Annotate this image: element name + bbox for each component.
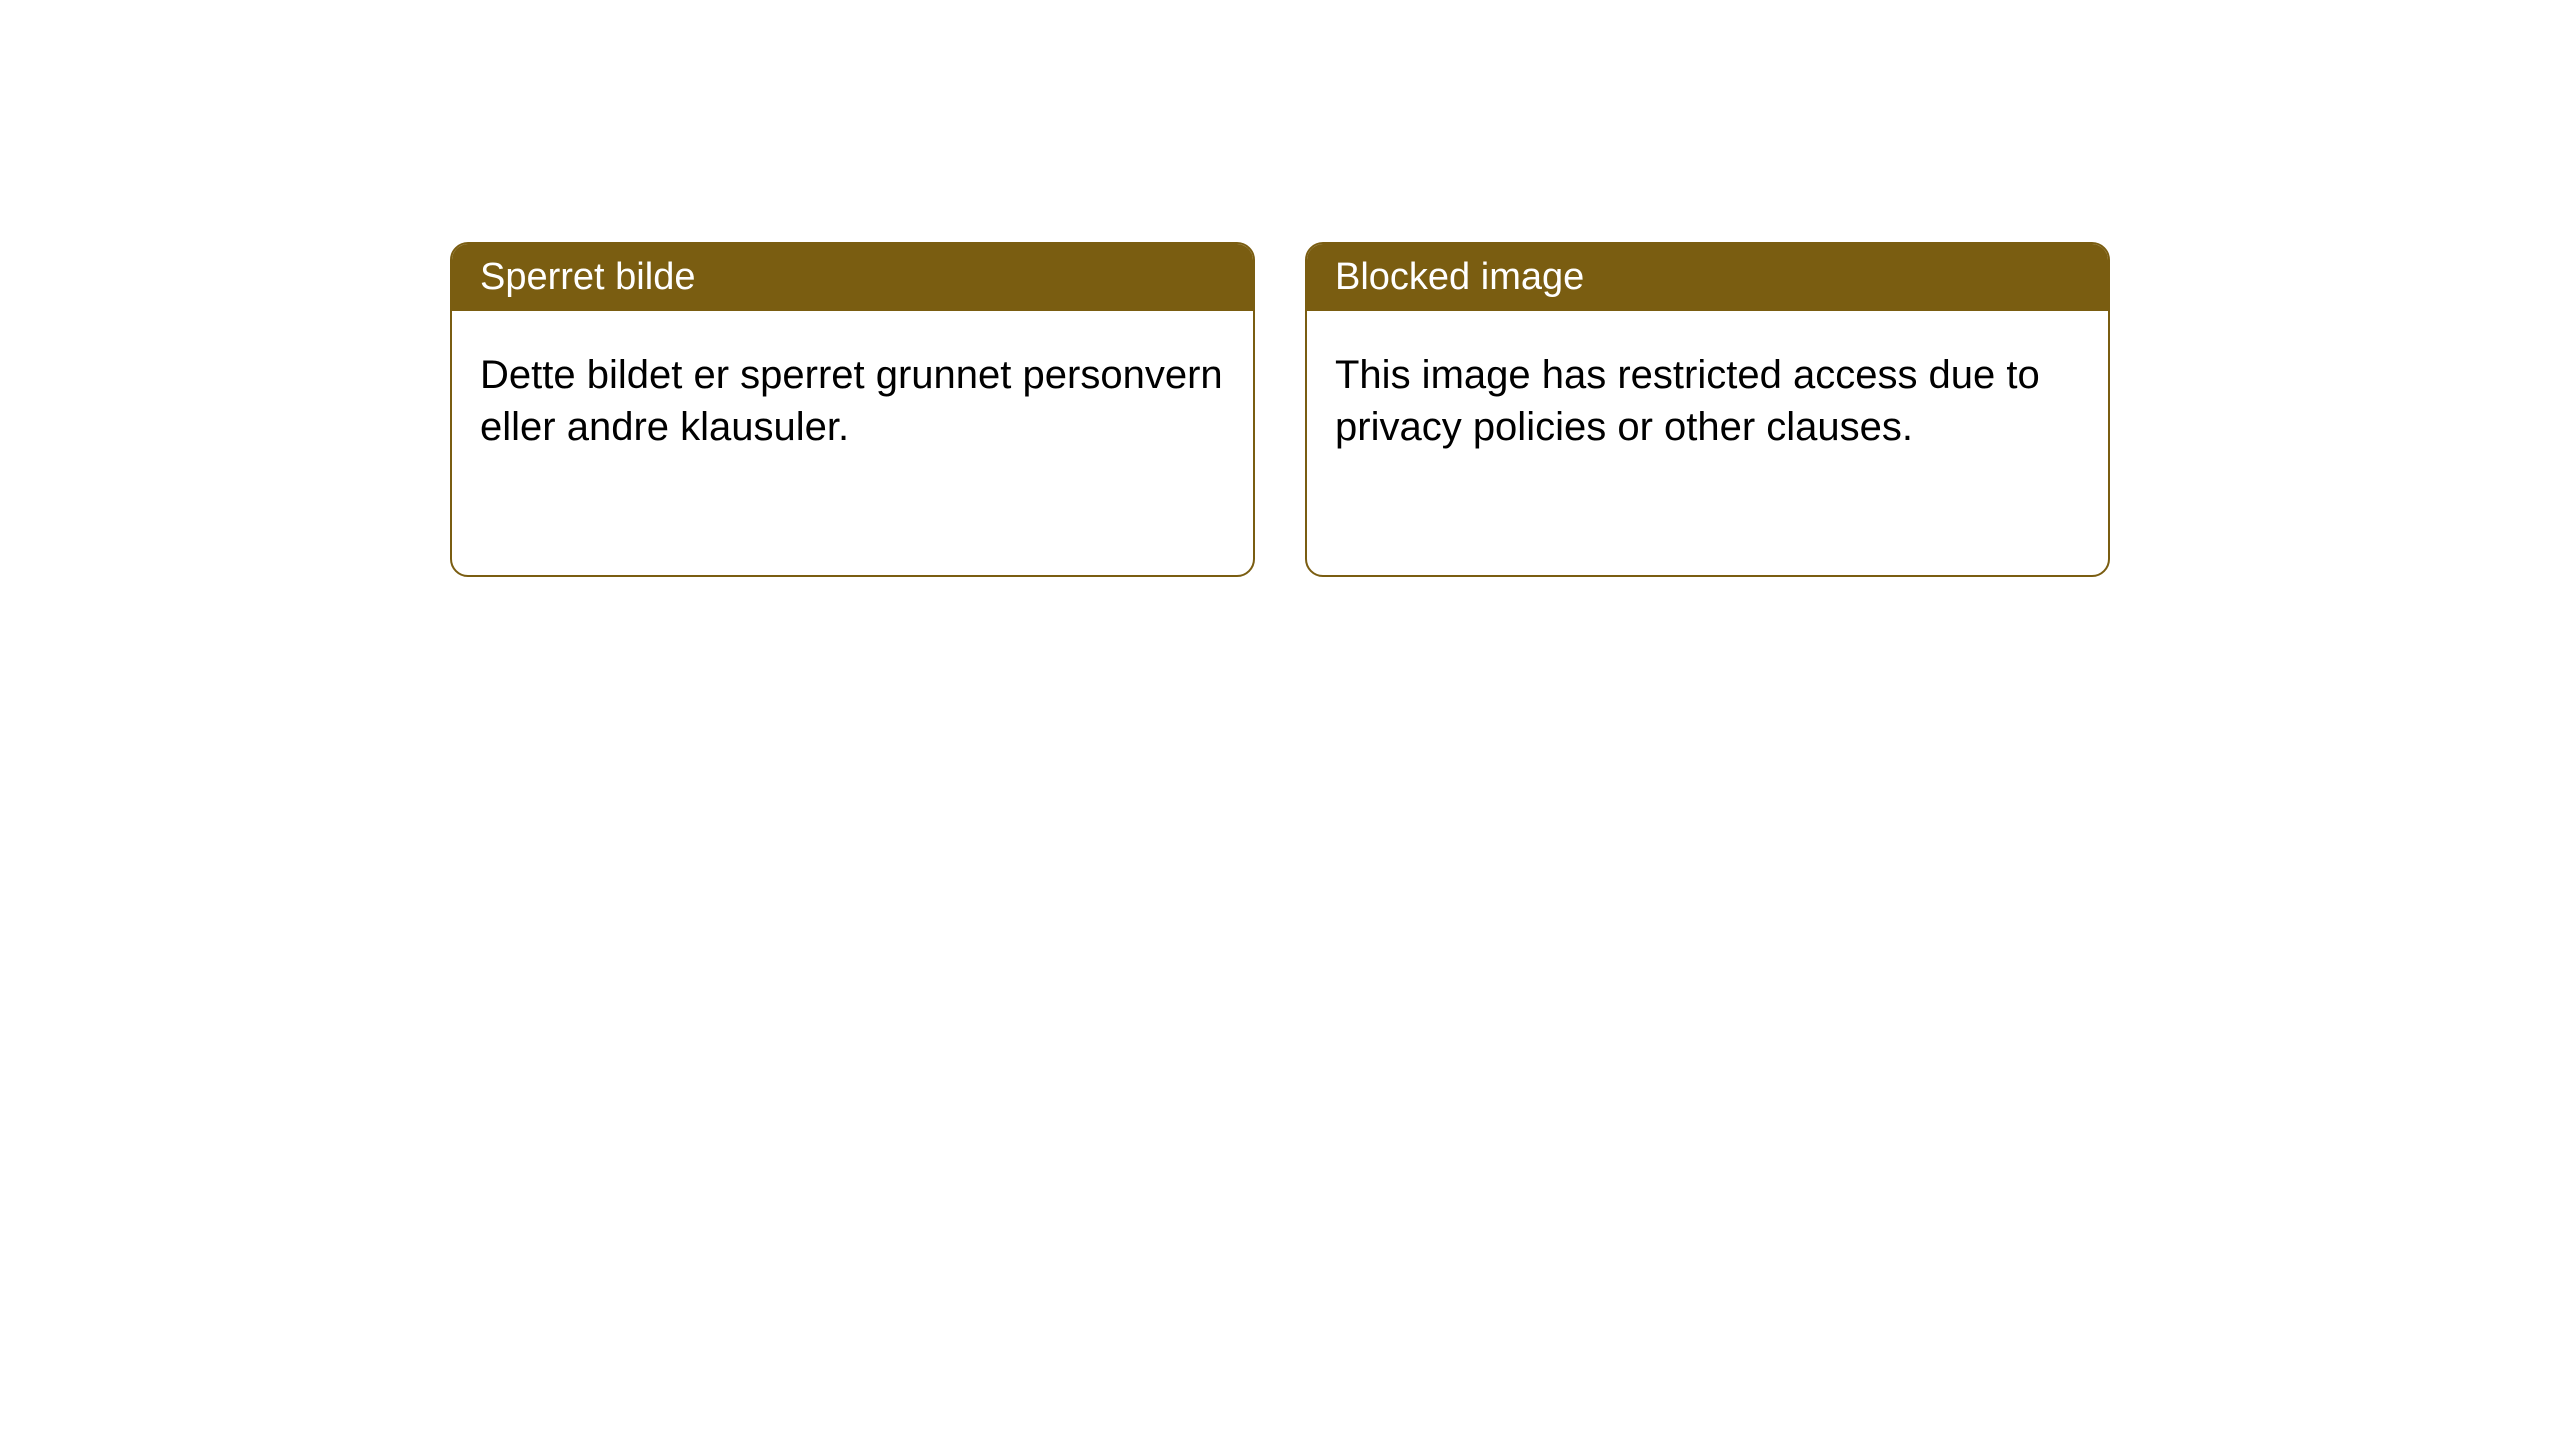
notice-card-norwegian: Sperret bilde Dette bildet er sperret gr…	[450, 242, 1255, 577]
notice-body-norwegian: Dette bildet er sperret grunnet personve…	[452, 311, 1253, 491]
notice-header-english: Blocked image	[1307, 244, 2108, 311]
notice-body-english: This image has restricted access due to …	[1307, 311, 2108, 491]
notice-title-norwegian: Sperret bilde	[480, 256, 695, 298]
notice-header-norwegian: Sperret bilde	[452, 244, 1253, 311]
notice-text-norwegian: Dette bildet er sperret grunnet personve…	[480, 353, 1223, 449]
notice-card-english: Blocked image This image has restricted …	[1305, 242, 2110, 577]
notice-title-english: Blocked image	[1335, 256, 1584, 298]
notice-container: Sperret bilde Dette bildet er sperret gr…	[450, 242, 2110, 577]
notice-text-english: This image has restricted access due to …	[1335, 353, 2040, 449]
